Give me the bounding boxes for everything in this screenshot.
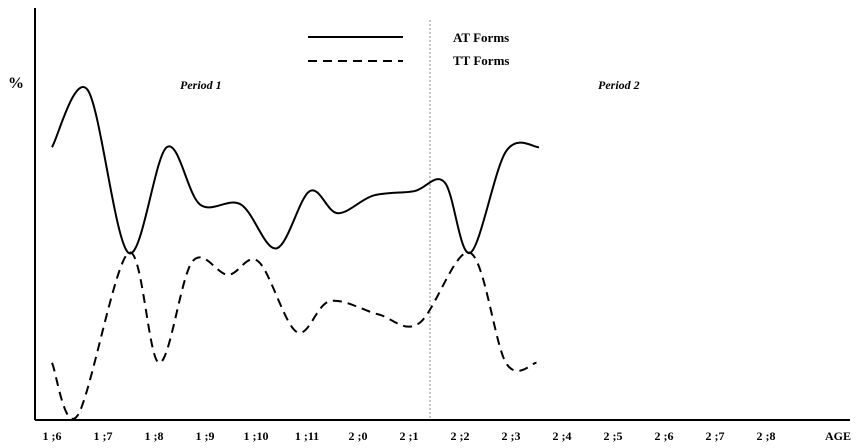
x-tick-label: 2 ;3 xyxy=(502,429,521,443)
x-tick-label: 1 ;7 xyxy=(94,429,113,443)
x-tick-label: 2 ;7 xyxy=(706,429,725,443)
y-axis-label: % xyxy=(8,75,24,92)
x-tick-label: 2 ;6 xyxy=(655,429,674,443)
series-line-at-forms xyxy=(52,87,539,253)
x-tick-label: 1 ;10 xyxy=(244,429,269,443)
x-tick-label: 2 ;0 xyxy=(349,429,368,443)
x-tick-label: 1 ;11 xyxy=(295,429,319,443)
x-tick-label: 2 ;2 xyxy=(451,429,470,443)
period-2-label: Period 2 xyxy=(598,78,640,92)
x-tick-label: 1 ;6 xyxy=(43,429,62,443)
x-tick-label: 2 ;1 xyxy=(400,429,419,443)
series-layer xyxy=(52,87,539,419)
legend-label-at-forms: AT Forms xyxy=(453,30,509,45)
x-tick-label: 2 ;4 xyxy=(553,429,572,443)
x-tick-label: 1 ;9 xyxy=(196,429,215,443)
period-1-label: Period 1 xyxy=(180,78,222,92)
x-tick-label: 1 ;8 xyxy=(145,429,164,443)
x-axis-label: AGE xyxy=(825,429,851,443)
x-tick-labels: 1 ;6 1 ;7 1 ;8 1 ;9 1 ;10 1 ;11 2 ;0 2 ;1 2 ;2 2 … xyxy=(43,429,776,443)
legend-label-tt-forms: TT Forms xyxy=(453,53,509,68)
series-line-tt-forms xyxy=(52,252,537,419)
x-tick-label: 2 ;5 xyxy=(604,429,623,443)
x-tick-label: 2 ;8 xyxy=(757,429,776,443)
